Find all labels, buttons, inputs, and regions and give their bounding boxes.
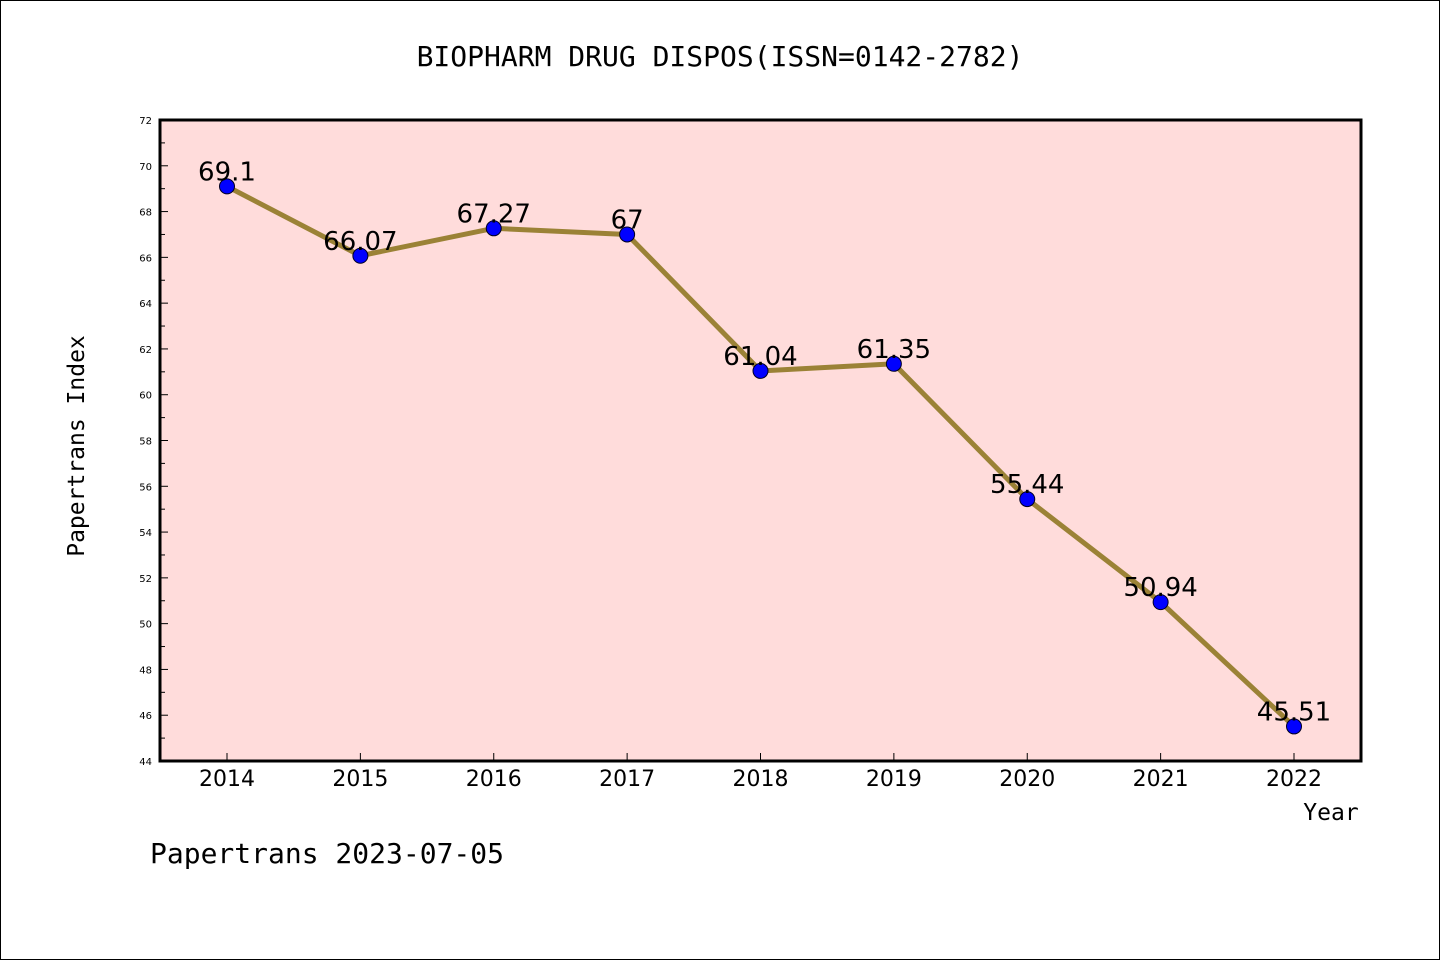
data-point <box>752 362 769 379</box>
x-tick-label: 2021 <box>1133 767 1189 792</box>
data-point <box>1152 594 1169 611</box>
data-label: 45.51 <box>1257 697 1331 727</box>
x-tick-label: 2017 <box>599 767 655 792</box>
chart-title: BIOPHARM DRUG DISPOS(ISSN=0142-2782) <box>417 40 1024 73</box>
data-point <box>485 220 502 237</box>
data-label: 69.1 <box>198 157 256 187</box>
x-tick-label: 2020 <box>999 767 1055 792</box>
x-tick-label: 2015 <box>332 767 388 792</box>
y-tick-label: 46 <box>139 711 152 722</box>
data-label: 67.27 <box>457 199 531 229</box>
y-tick-label: 64 <box>139 299 152 310</box>
plot-area <box>158 118 1363 763</box>
x-tick-label: 2014 <box>199 767 255 792</box>
data-point <box>619 226 636 243</box>
y-tick-label: 54 <box>139 528 152 539</box>
data-label: 61.04 <box>723 342 797 372</box>
y-axis-label: Papertrans Index <box>64 335 90 557</box>
data-point <box>219 178 235 195</box>
footer-text: Papertrans 2023-07-05 <box>150 837 504 870</box>
data-labels: 69.1 66.07 67.27 67 61.04 61.35 55.44 50.94 45.5… <box>198 157 1331 727</box>
data-points <box>219 178 1302 735</box>
data-label: 50.94 <box>1123 573 1197 603</box>
data-label: 61.35 <box>857 335 931 365</box>
data-point <box>1286 718 1302 735</box>
x-tick-label: 2018 <box>733 767 789 792</box>
y-tick-label: 58 <box>139 437 152 448</box>
y-tick-label: 68 <box>139 208 152 219</box>
y-tick-label: 52 <box>139 574 152 585</box>
data-point <box>1019 491 1036 508</box>
y-axis: 44 46 48 50 52 54 56 58 60 62 64 66 68 70 72 <box>139 116 168 768</box>
data-label: 67 <box>611 205 644 235</box>
y-tick-label: 66 <box>139 253 152 264</box>
x-tick-label: 2019 <box>866 767 922 792</box>
y-tick-label: 70 <box>139 162 152 173</box>
y-tick-label: 62 <box>139 345 152 356</box>
y-tick-label: 50 <box>139 620 152 631</box>
data-point <box>352 247 369 264</box>
x-axis: 2014 2015 2016 2017 2018 2019 2020 2021 2022 <box>199 753 1322 792</box>
y-tick-label: 60 <box>139 391 152 402</box>
y-tick-label: 48 <box>139 665 152 676</box>
x-tick-label: 2022 <box>1266 767 1322 792</box>
y-tick-label: 44 <box>139 757 152 768</box>
x-tick-label: 2016 <box>466 767 522 792</box>
data-label: 66.07 <box>323 227 397 257</box>
data-label: 55.44 <box>990 470 1064 500</box>
data-point <box>885 355 902 372</box>
y-tick-label: 72 <box>139 116 152 127</box>
y-tick-label: 56 <box>139 482 152 493</box>
x-axis-label: Year <box>1303 800 1358 826</box>
